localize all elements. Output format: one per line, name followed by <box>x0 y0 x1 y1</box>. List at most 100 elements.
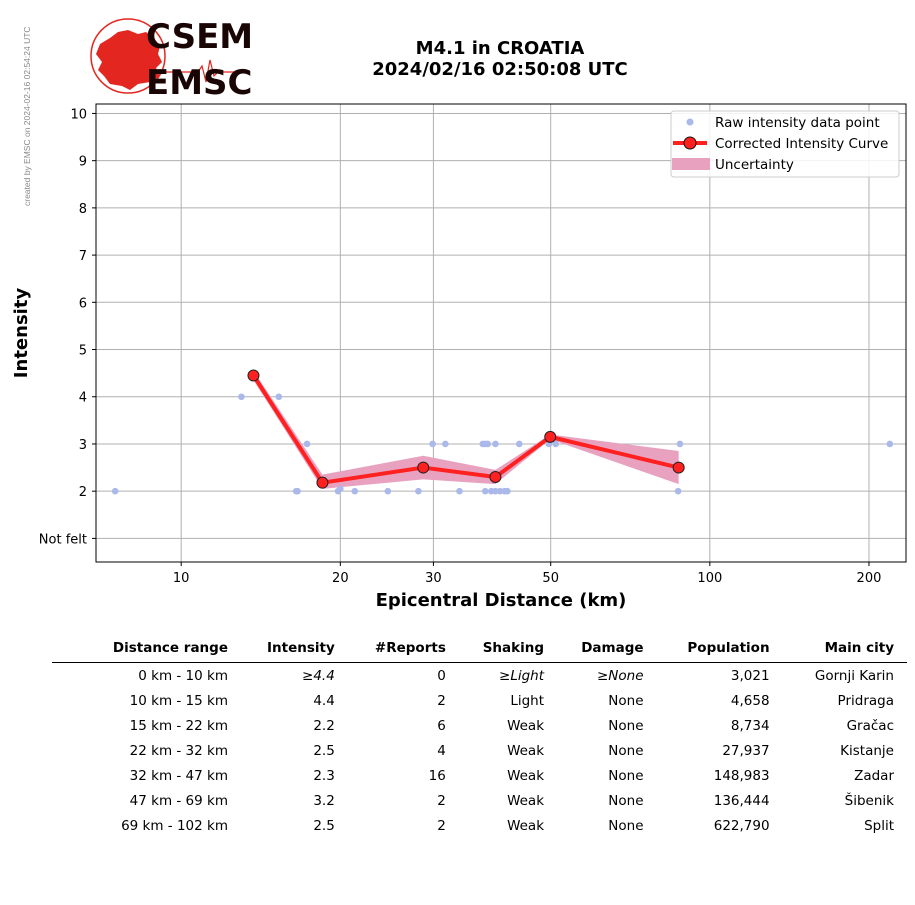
cell-shaking: Weak <box>507 817 545 834</box>
x-tick-label: 10 <box>173 571 190 586</box>
raw-intensity-point <box>384 487 392 495</box>
y-tick-label: 3 <box>79 438 87 453</box>
uncertainty-band-layer <box>253 370 679 489</box>
y-tick-label: 8 <box>79 202 87 217</box>
legend-curve-marker <box>683 136 697 150</box>
raw-intensity-point <box>484 440 491 448</box>
raw-intensity-point <box>429 440 436 448</box>
cell-damage: None <box>608 692 644 709</box>
y-tick-label: 2 <box>79 485 87 500</box>
header-distance-range: Distance range <box>52 640 234 663</box>
x-tick-label: 200 <box>857 571 882 586</box>
cell-reports: 2 <box>437 817 446 834</box>
raw-intensity-point <box>676 440 684 448</box>
y-tick-label: 9 <box>79 155 87 170</box>
raw-intensity-point <box>552 440 559 448</box>
table-row: 22 km - 32 km 2.5 4 Weak None 27,937 Kis… <box>52 738 907 763</box>
chart-title-line1: M4.1 in CROATIA <box>415 38 585 59</box>
raw-intensity-point <box>674 487 682 495</box>
legend: Raw intensity data point Corrected Inten… <box>670 110 900 178</box>
cell-reports: 2 <box>437 792 446 809</box>
logo-globe <box>90 18 166 94</box>
raw-intensity-point <box>492 440 499 448</box>
cell-damage: None <box>608 792 644 809</box>
raw-intensity-point <box>492 487 499 495</box>
cell-intensity: 4.4 <box>313 692 335 709</box>
raw-intensity-point <box>111 487 119 495</box>
cell-intensity: ≥4.4 <box>302 667 335 684</box>
raw-intensity-point <box>442 440 449 448</box>
header-reports: #Reports <box>340 640 452 663</box>
plot-frame <box>95 103 907 563</box>
raw-intensity-point <box>456 487 463 495</box>
table-row: 32 km - 47 km 2.3 16 Weak None 148,983 Z… <box>52 763 907 788</box>
y-tick-label: 6 <box>79 296 87 311</box>
cell-population: 4,658 <box>730 692 770 709</box>
cell-distance-range: 15 km - 22 km <box>129 717 228 734</box>
uncertainty-band <box>253 370 679 489</box>
creation-note-text: created by EMSC on 2024-02-16 02:54:24 U… <box>22 26 32 206</box>
corrected-intensity-line <box>251 374 680 485</box>
cell-intensity: 2.5 <box>313 817 335 834</box>
cell-population: 136,444 <box>713 792 770 809</box>
cell-damage: None <box>608 742 644 759</box>
cell-damage: None <box>608 717 644 734</box>
cell-intensity: 2.3 <box>313 767 335 784</box>
emsc-logo: CSEM EMSC <box>90 17 253 100</box>
cell-damage: None <box>608 767 644 784</box>
raw-intensity-point <box>303 440 311 448</box>
raw-intensity-point <box>275 393 283 401</box>
y-tick-label: 7 <box>79 249 87 264</box>
cell-damage: None <box>608 817 644 834</box>
raw-intensity-point <box>496 487 504 495</box>
legend-curve-label: Corrected Intensity Curve <box>715 136 888 152</box>
cell-distance-range: 10 km - 15 km <box>129 692 228 709</box>
cell-intensity: 3.2 <box>313 792 335 809</box>
header-population: Population <box>649 640 776 663</box>
cell-main-city: Zadar <box>854 767 894 784</box>
cell-shaking: Light <box>510 692 545 709</box>
cell-main-city: Gornji Karin <box>814 667 894 684</box>
cell-population: 27,937 <box>722 742 770 759</box>
x-tick-label: 30 <box>425 571 442 586</box>
legend-uncertainty-label: Uncertainty <box>715 157 794 173</box>
x-axis-label: Epicentral Distance (km) <box>376 590 627 611</box>
x-tick-label: 20 <box>332 571 349 586</box>
x-tick-label: 50 <box>542 571 559 586</box>
raw-intensity-point <box>515 440 523 448</box>
corrected-intensity-point <box>417 461 430 474</box>
corrected-intensity-point <box>316 476 329 489</box>
corrected-intensity-point <box>672 461 685 474</box>
cell-main-city: Split <box>864 817 894 834</box>
raw-intensity-point <box>504 487 511 495</box>
cell-reports: 0 <box>437 667 446 684</box>
cell-distance-range: 0 km - 10 km <box>138 667 228 684</box>
table-row: 0 km - 10 km ≥4.4 0 ≥Light ≥None 3,021 G… <box>52 663 907 689</box>
header-shaking: Shaking <box>451 640 551 663</box>
axis-ticks: 10 20 30 50 100 200 Not felt 2 3 4 5 6 7 8 9 10 <box>39 107 882 586</box>
cell-distance-range: 47 km - 69 km <box>129 792 228 809</box>
corrected-intensity-point <box>544 430 557 443</box>
cell-reports: 2 <box>437 692 446 709</box>
logo-seismogram <box>146 59 250 83</box>
cell-population: 148,983 <box>713 767 770 784</box>
raw-intensity-point <box>238 393 245 401</box>
legend-box <box>670 110 900 178</box>
cell-shaking: Weak <box>507 767 545 784</box>
intensity-chart: 10 20 30 50 100 200 Not felt 2 3 4 5 6 7 8 9 10 Epicent… <box>11 103 907 611</box>
table-header-row: Distance range Intensity #Reports Shakin… <box>52 640 907 663</box>
raw-points-layer <box>111 393 894 495</box>
y-tick-label: 4 <box>79 391 87 406</box>
intensity-summary-table: Distance range Intensity #Reports Shakin… <box>52 640 907 838</box>
corrected-intensity-point <box>489 471 502 484</box>
legend-raw-marker <box>686 118 694 126</box>
cell-main-city: Gračac <box>846 717 894 734</box>
header-intensity: Intensity <box>234 640 341 663</box>
raw-intensity-point <box>415 487 422 495</box>
cell-intensity: 2.5 <box>313 742 335 759</box>
cell-population: 622,790 <box>713 817 770 834</box>
curve-layer <box>247 369 685 489</box>
cell-distance-range: 69 km - 102 km <box>121 817 228 834</box>
raw-intensity-point <box>351 487 359 495</box>
table-row: 69 km - 102 km 2.5 2 Weak None 622,790 S… <box>52 813 907 838</box>
